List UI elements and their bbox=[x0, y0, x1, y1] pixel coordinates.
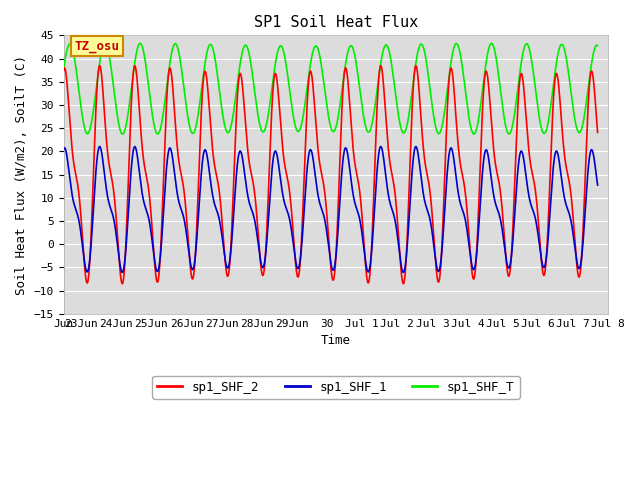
Legend: sp1_SHF_2, sp1_SHF_1, sp1_SHF_T: sp1_SHF_2, sp1_SHF_1, sp1_SHF_T bbox=[152, 376, 520, 399]
Text: TZ_osu: TZ_osu bbox=[74, 39, 120, 53]
X-axis label: Time: Time bbox=[321, 334, 351, 347]
Y-axis label: Soil Heat Flux (W/m2), SoilT (C): Soil Heat Flux (W/m2), SoilT (C) bbox=[15, 55, 28, 295]
Title: SP1 Soil Heat Flux: SP1 Soil Heat Flux bbox=[253, 15, 418, 30]
